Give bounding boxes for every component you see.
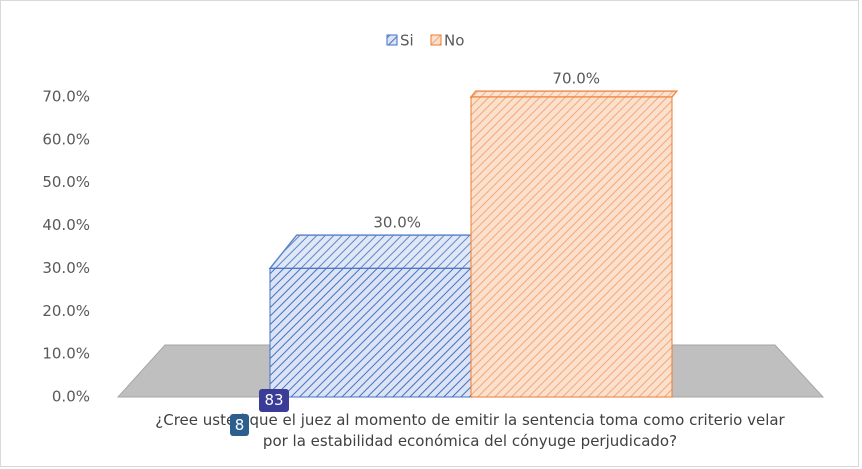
bar-face bbox=[470, 96, 673, 398]
y-tick-label: 30.0% bbox=[42, 259, 90, 277]
data-label: 30.0% bbox=[373, 214, 421, 232]
bar-face bbox=[269, 267, 472, 398]
badge: 83 bbox=[259, 389, 289, 412]
y-tick-label: 0.0% bbox=[52, 388, 90, 406]
legend-swatch bbox=[430, 34, 442, 46]
category-label: ¿Cree usted que el juez al momento de em… bbox=[155, 411, 785, 450]
y-tick-label: 20.0% bbox=[42, 302, 90, 320]
bar bbox=[268, 234, 500, 398]
data-label: 70.0% bbox=[552, 70, 600, 88]
y-tick-label: 70.0% bbox=[42, 88, 90, 106]
y-tick-label: 10.0% bbox=[42, 345, 90, 363]
bar-face bbox=[469, 90, 679, 98]
legend-label: Si bbox=[400, 32, 414, 50]
legend-label: No bbox=[444, 32, 464, 50]
badge: 8 bbox=[230, 414, 249, 436]
bar-face bbox=[268, 234, 500, 270]
y-tick-label: 50.0% bbox=[42, 173, 90, 191]
legend-swatch bbox=[386, 34, 398, 46]
y-tick-label: 60.0% bbox=[42, 130, 90, 148]
bar bbox=[469, 90, 679, 398]
y-tick-label: 40.0% bbox=[42, 216, 90, 234]
